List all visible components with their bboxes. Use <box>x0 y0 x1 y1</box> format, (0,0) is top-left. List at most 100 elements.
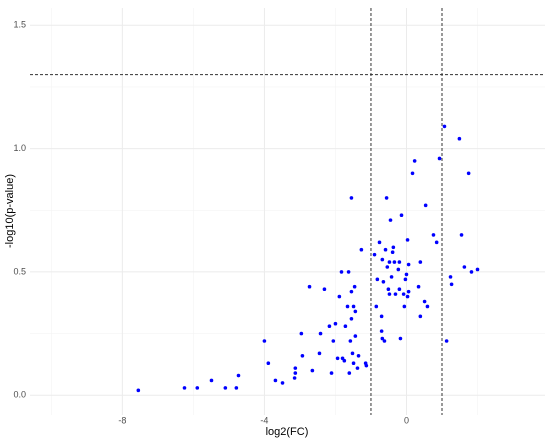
point <box>475 267 480 272</box>
point <box>389 275 394 279</box>
point <box>418 314 423 319</box>
point <box>406 262 411 267</box>
point <box>402 304 407 309</box>
point <box>310 368 315 373</box>
point <box>293 371 298 375</box>
point <box>383 247 388 252</box>
point <box>342 358 347 363</box>
point <box>457 136 462 141</box>
point <box>234 386 239 390</box>
y-tick-label: 1.0 <box>13 143 26 153</box>
point <box>377 240 382 245</box>
point <box>379 314 384 319</box>
point <box>392 260 397 264</box>
point <box>353 309 358 314</box>
point <box>262 339 267 343</box>
point <box>293 366 298 370</box>
point <box>401 292 406 296</box>
point <box>356 354 361 358</box>
point <box>359 247 364 252</box>
point <box>397 260 402 264</box>
point <box>364 363 369 368</box>
point <box>385 265 390 269</box>
point <box>223 386 228 390</box>
point <box>387 292 392 296</box>
point <box>380 257 385 262</box>
point <box>382 339 387 343</box>
point <box>209 378 214 383</box>
point <box>434 240 439 245</box>
y-tick-label: 0.0 <box>13 390 26 400</box>
x-tick-label: -4 <box>260 415 268 425</box>
x-tick-label: -8 <box>118 415 126 425</box>
point <box>388 218 393 222</box>
point <box>195 386 200 390</box>
y-axis-label: -log10(p-value) <box>4 174 16 248</box>
point <box>396 267 401 272</box>
point <box>397 287 402 292</box>
point <box>353 334 358 338</box>
point <box>459 233 464 237</box>
point <box>182 386 187 390</box>
point <box>335 356 340 361</box>
point <box>375 277 380 282</box>
point <box>374 304 379 309</box>
y-tick-label: 0.5 <box>13 266 26 276</box>
point <box>331 339 336 343</box>
point <box>405 294 410 299</box>
point <box>405 238 410 242</box>
point <box>273 378 278 383</box>
point <box>292 376 297 380</box>
point <box>422 299 427 304</box>
point <box>351 304 356 309</box>
point <box>349 289 354 294</box>
point <box>423 203 428 208</box>
point <box>329 371 334 375</box>
point <box>418 260 423 264</box>
point <box>379 329 384 333</box>
point <box>462 265 467 269</box>
point <box>333 321 338 326</box>
point <box>403 277 408 282</box>
point <box>399 213 404 217</box>
y-tick-label: 1.5 <box>13 20 26 30</box>
point <box>431 233 436 237</box>
point <box>412 159 417 163</box>
point <box>425 304 430 309</box>
point <box>352 284 357 289</box>
point <box>136 388 141 393</box>
point <box>307 284 312 289</box>
point <box>416 284 421 289</box>
point <box>345 304 350 309</box>
point <box>469 270 474 274</box>
x-tick-label: 0 <box>404 415 409 425</box>
point <box>317 351 322 356</box>
point <box>318 331 323 336</box>
point <box>406 289 411 294</box>
point <box>380 336 385 341</box>
point <box>339 270 344 274</box>
point <box>387 260 392 264</box>
point <box>348 339 353 343</box>
point <box>381 280 386 284</box>
point <box>466 171 471 176</box>
point <box>350 351 355 356</box>
point <box>372 252 377 257</box>
point <box>386 287 391 292</box>
point <box>266 361 271 366</box>
point <box>390 250 395 254</box>
point <box>437 156 442 161</box>
point <box>393 292 398 296</box>
point <box>322 287 327 292</box>
point <box>398 336 403 341</box>
point <box>448 275 453 279</box>
point <box>351 361 356 366</box>
point <box>391 245 396 250</box>
point <box>349 317 354 321</box>
point <box>300 354 305 358</box>
point <box>327 324 332 329</box>
point <box>347 371 352 375</box>
point <box>280 381 285 385</box>
